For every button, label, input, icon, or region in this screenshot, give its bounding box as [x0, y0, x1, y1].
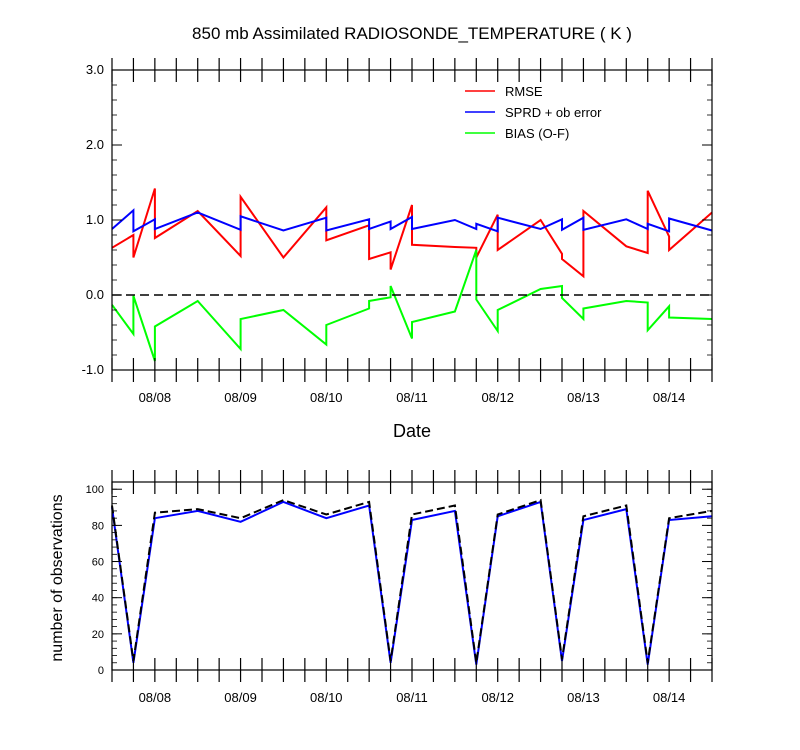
y-tick-label: 60: [92, 557, 104, 569]
bottom-ticks: [111, 470, 713, 682]
top-ticks: [111, 58, 713, 382]
x-tick-label: 08/09: [224, 390, 257, 405]
y-tick-label: 40: [92, 593, 104, 605]
x-tick-label: 08/14: [653, 390, 686, 405]
x-tick-label: 08/13: [567, 690, 600, 705]
y-tick-label: 20: [92, 629, 104, 641]
x-tick-label: 08/13: [567, 390, 600, 405]
top-series-layer: [111, 188, 713, 362]
series-line-rmse: [111, 188, 713, 279]
bottom-x-axis: 08/08 08/09 08/10 08/11 08/12 08/13 08/14: [139, 690, 686, 705]
x-tick-label: 08/12: [481, 390, 514, 405]
series-line-bias-o-f: [111, 249, 713, 362]
x-tick-label: 08/11: [396, 690, 428, 705]
y-tick-label: 80: [92, 520, 104, 532]
top-y-axis: -1.0 0.0 1.0 2.0 3.0: [82, 62, 104, 377]
bottom-y-axis: 0 20 40 60 80 100: [86, 484, 104, 677]
x-tick-label: 08/08: [139, 690, 172, 705]
bottom-y-axis-label: number of observations: [49, 494, 66, 661]
x-tick-label: 08/10: [310, 690, 343, 705]
series-line-used: [111, 500, 713, 665]
y-tick-label: 2.0: [86, 137, 104, 152]
top-x-axis-label: Date: [393, 421, 431, 441]
chart-title: 850 mb Assimilated RADIOSONDE_TEMPERATUR…: [192, 24, 632, 43]
x-tick-label: 08/10: [310, 390, 343, 405]
y-tick-label: 0.0: [86, 287, 104, 302]
x-tick-label: 08/08: [139, 390, 172, 405]
top-panel: -1.00.01.02.03.0 08/08 08/09 08/10 08/11 08/…: [82, 58, 713, 441]
y-tick-label: 100: [86, 484, 104, 496]
x-tick-label: 08/09: [224, 690, 257, 705]
legend-sprd-label: SPRD + ob error: [505, 105, 602, 120]
y-tick-label: 3.0: [86, 62, 104, 77]
x-tick-label: 08/11: [396, 390, 428, 405]
y-tick-label: 0: [98, 665, 104, 677]
series-line-total: [111, 498, 713, 663]
legend-rmse-label: RMSE: [505, 84, 543, 99]
series-line-sprd-ob-error: [111, 208, 713, 234]
bottom-series-layer: [111, 498, 713, 665]
y-tick-label: 1.0: [86, 212, 104, 227]
y-tick-label: -1.0: [82, 362, 104, 377]
x-tick-label: 08/12: [481, 690, 514, 705]
legend-bias-label: BIAS (O-F): [505, 126, 569, 141]
legend: RMSE SPRD + ob error BIAS (O-F): [465, 84, 602, 141]
x-tick-label: 08/14: [653, 690, 686, 705]
top-x-axis: 08/08 08/09 08/10 08/11 08/12 08/13 08/14: [139, 390, 686, 405]
